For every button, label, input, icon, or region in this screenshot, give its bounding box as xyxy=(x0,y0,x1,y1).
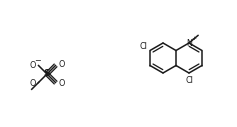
Text: O: O xyxy=(29,61,36,70)
Text: O: O xyxy=(59,79,65,88)
Text: Cl: Cl xyxy=(140,42,147,51)
Text: N: N xyxy=(186,38,192,47)
Text: O: O xyxy=(29,79,36,88)
Text: Cl: Cl xyxy=(185,76,193,85)
Text: +: + xyxy=(191,36,196,42)
Text: −: − xyxy=(34,57,41,66)
Text: S: S xyxy=(44,69,50,78)
Text: O: O xyxy=(59,60,65,69)
